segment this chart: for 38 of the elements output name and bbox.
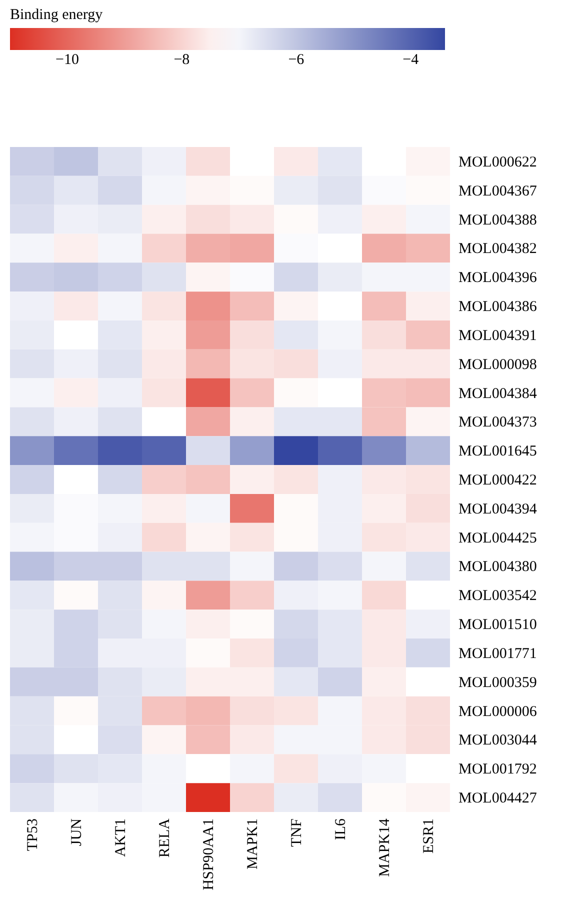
x-tick-label: MAPK1 <box>245 818 261 870</box>
y-tick-label: MOL004388 <box>458 212 537 228</box>
x-tick-label: ESR1 <box>421 818 437 854</box>
x-tick-label: HSP90AA1 <box>201 818 217 890</box>
y-tick-label: MOL004367 <box>458 183 538 200</box>
x-tick-label: MAPK14 <box>377 818 393 877</box>
y-tick-label: MOL000098 <box>458 356 537 373</box>
y-tick-label: MOL004380 <box>458 559 537 576</box>
y-tick-label: MOL004394 <box>458 501 538 518</box>
color-bar-label: −4 <box>402 52 420 68</box>
color-bar-label: −8 <box>174 52 190 68</box>
y-tick-label: MOL004427 <box>458 790 538 807</box>
y-tick-label: MOL004382 <box>458 241 537 258</box>
color-bar-title: Binding energy <box>10 7 104 23</box>
y-tick-label: MOL001510 <box>458 617 537 634</box>
x-tick-label: IL6 <box>333 818 349 840</box>
y-tick-label: MOL001645 <box>458 444 537 460</box>
x-tick-label: RELA <box>157 818 173 858</box>
y-tick-label: MOL004386 <box>458 299 538 316</box>
y-tick-label: MOL000422 <box>458 472 537 488</box>
y-tick-label: MOL004391 <box>458 328 537 344</box>
y-tick-label: MOL004373 <box>458 414 537 431</box>
x-tick-label: JUN <box>69 818 85 846</box>
y-tick-label: MOL003044 <box>458 732 538 749</box>
y-tick-label: MOL003542 <box>458 588 537 604</box>
x-tick-label: AKT1 <box>113 818 129 857</box>
y-tick-label: MOL004425 <box>458 530 537 546</box>
x-tick-label: TNF <box>289 818 305 847</box>
color-bar-label: −6 <box>288 52 305 68</box>
y-tick-label: MOL001792 <box>458 762 537 778</box>
y-tick-label: MOL000622 <box>458 154 537 170</box>
y-tick-label: MOL000006 <box>458 704 538 720</box>
y-tick-label: MOL000359 <box>458 674 537 691</box>
y-tick-label: MOL004384 <box>458 386 538 402</box>
x-tick-label: TP53 <box>25 818 41 852</box>
y-tick-label: MOL001771 <box>458 646 537 662</box>
color-bar-label: −10 <box>56 52 79 68</box>
y-tick-label: MOL004396 <box>458 270 538 286</box>
